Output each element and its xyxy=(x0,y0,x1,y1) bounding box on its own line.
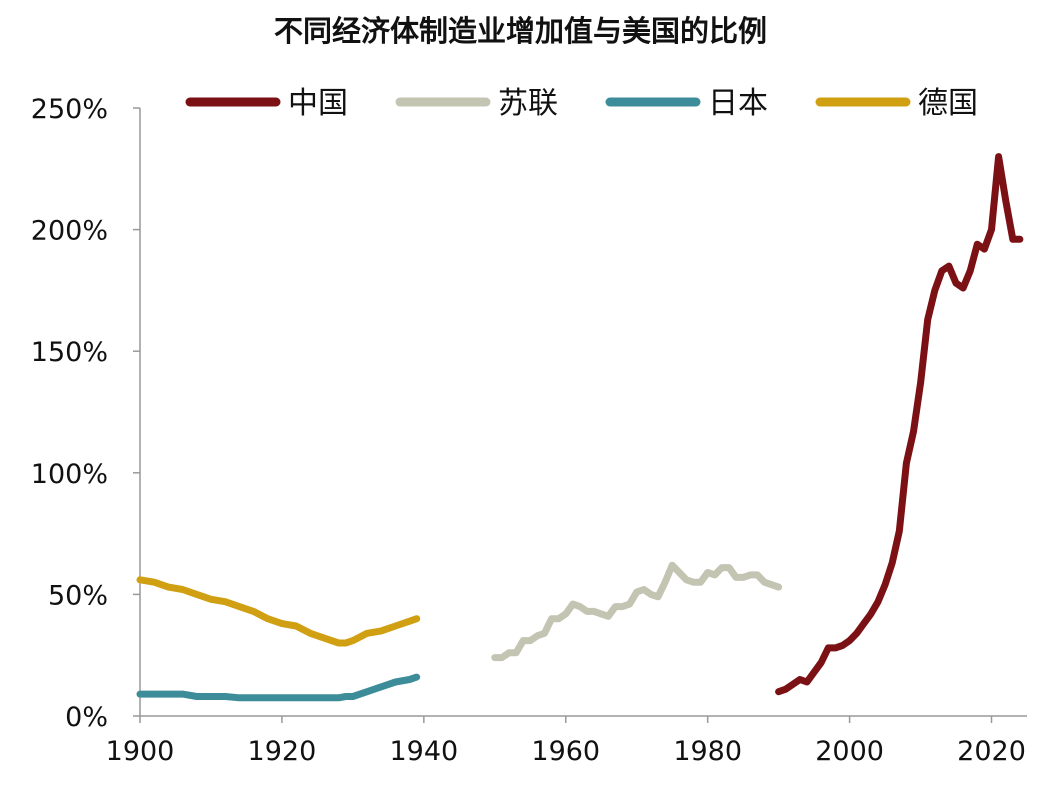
legend-label-1: 苏联 xyxy=(498,86,558,121)
series-line-2 xyxy=(136,673,421,702)
chart-title: 不同经济体制造业增加值与美国的比例 xyxy=(273,14,767,48)
x-tick-label: 1920 xyxy=(248,736,317,767)
x-tick-label: 1960 xyxy=(531,736,600,767)
x-tick-label: 1940 xyxy=(389,736,458,767)
x-tick-label: 2000 xyxy=(815,736,884,767)
x-tick-label: 1980 xyxy=(673,736,742,767)
y-tick-label: 100% xyxy=(31,459,108,490)
chart-axes: 0% 50% 100% 150% 200% 250% 1900 1920 1940 1960 198… xyxy=(31,94,1027,767)
series-line-3 xyxy=(136,576,421,647)
y-tick-label: 150% xyxy=(31,337,108,368)
series-line-1 xyxy=(491,561,783,662)
legend-label-0: 中国 xyxy=(288,86,348,121)
y-tick-label: 250% xyxy=(31,94,108,125)
x-tick-label: 2020 xyxy=(957,736,1026,767)
chart-legend: 中国 苏联 日本 德国 xyxy=(185,86,978,121)
series-line-0 xyxy=(775,153,1024,696)
y-tick-label: 200% xyxy=(31,216,108,247)
y-tick-label: 50% xyxy=(48,580,108,611)
y-tick-label: 0% xyxy=(65,702,108,733)
legend-label-2: 日本 xyxy=(708,86,768,121)
legend-label-3: 德国 xyxy=(918,86,978,121)
series-layer xyxy=(136,153,1024,702)
x-tick-label: 1900 xyxy=(106,736,175,767)
